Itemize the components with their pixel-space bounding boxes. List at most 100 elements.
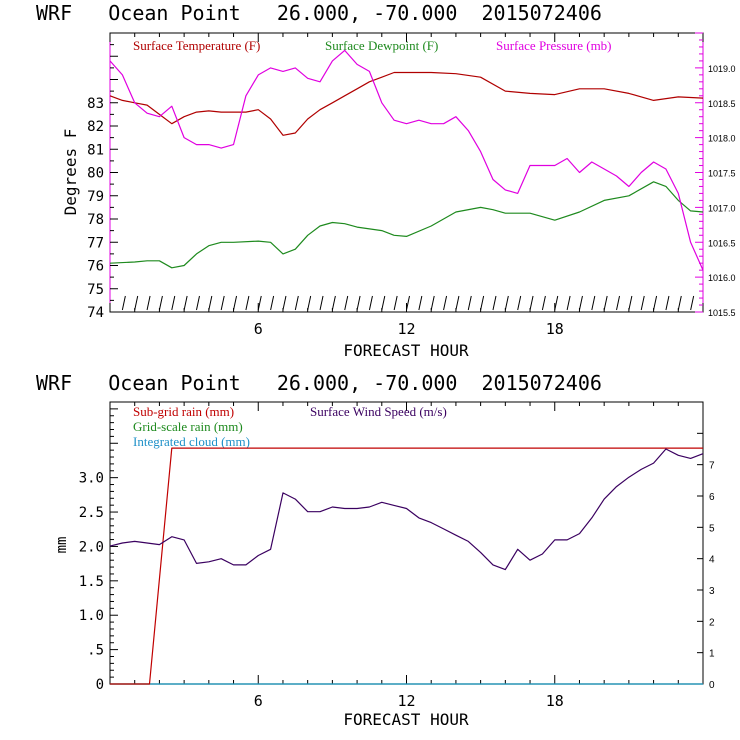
- bottom-y2-tick-label: 0: [709, 680, 715, 691]
- series-line-surface-temperature-f: [109, 71, 704, 136]
- legend-surface-wind-speed: Surface Wind Speed (m/s): [310, 404, 447, 419]
- top-x-axis-label: FORECAST HOUR: [343, 341, 469, 360]
- wind-barb: [566, 295, 571, 311]
- series-line-sub-grid-rain-mm: [110, 447, 703, 685]
- bottom-y2-tick-label: 1: [709, 649, 715, 660]
- top-y-tick-label: 76: [87, 259, 104, 275]
- top-x-tick-label: 6: [254, 320, 263, 338]
- bottom-y2-tick-label: 6: [709, 492, 715, 503]
- top-y2-tick-label: 1017.5: [708, 169, 736, 179]
- bottom-y-tick-label: 0: [96, 677, 104, 693]
- top-y-tick-label: 83: [87, 96, 104, 112]
- legend-subgrid-rain: Sub-grid rain (mm): [133, 404, 234, 419]
- wind-barb: [307, 295, 312, 311]
- bottom-y-axis-label: mm: [54, 537, 70, 554]
- top-y-tick-label: 78: [87, 212, 104, 228]
- bottom-y2-tick-label: 5: [709, 523, 715, 534]
- top-y-tick-label: 77: [87, 235, 104, 251]
- top-y2-tick-label: 1017.0: [708, 203, 736, 213]
- bottom-legend: Sub-grid rain (mm) Grid-scale rain (mm) …: [133, 404, 447, 449]
- wind-barb: [344, 295, 349, 311]
- wind-barb: [121, 295, 126, 311]
- wind-barb: [282, 295, 287, 311]
- wind-barb: [665, 295, 670, 311]
- top-x-tick-label: 18: [546, 320, 564, 338]
- top-legend: Surface Temperature (F) Surface Dewpoint…: [133, 38, 612, 53]
- wind-barb: [616, 295, 621, 311]
- wind-barb: [677, 295, 682, 311]
- wind-barb: [443, 295, 448, 311]
- temperature-panel: WRF Ocean Point 26.000, -70.000 20150724…: [36, 1, 736, 360]
- wind-barb: [220, 295, 225, 311]
- wind-barb: [480, 295, 485, 311]
- wind-barb: [257, 295, 262, 311]
- top-series-lines: [109, 49, 704, 271]
- bottom-y-tick-label: 3.0: [79, 471, 104, 487]
- bottom-y2-tick-label: 4: [709, 555, 715, 566]
- wind-barb: [430, 295, 435, 311]
- top-y2-tick-label: 1019.0: [708, 64, 736, 74]
- legend-surface-temperature: Surface Temperature (F): [133, 38, 260, 53]
- top-y-tick-label: 75: [87, 282, 104, 298]
- wind-barb: [171, 295, 176, 311]
- bottom-x-tick-label: 18: [546, 692, 564, 710]
- precipitation-panel: WRF Ocean Point 26.000, -70.000 20150724…: [36, 371, 715, 729]
- wind-barb: [628, 295, 633, 311]
- top-y2-tick-label: 1015.5: [708, 308, 736, 318]
- series-line-surface-dewpoint-f: [109, 181, 704, 269]
- wind-barb: [529, 295, 534, 311]
- legend-gridscale-rain: Grid-scale rain (mm): [133, 419, 243, 434]
- wind-barb-row: [121, 295, 695, 311]
- series-line-surface-pressure-mb: [109, 49, 704, 271]
- top-y-tick-label: 74: [87, 305, 104, 321]
- bottom-y-tick-label: 2.0: [79, 539, 104, 555]
- bottom-y-tick-label: 2.5: [79, 505, 104, 521]
- wind-barb: [467, 295, 472, 311]
- wind-barb: [418, 295, 423, 311]
- bottom-y2-tick-label: 3: [709, 586, 715, 597]
- top-x-tick-label: 12: [397, 320, 415, 338]
- wind-barb: [653, 295, 658, 311]
- wind-barb: [368, 295, 373, 311]
- wind-barb: [270, 295, 275, 311]
- wind-barb: [591, 295, 596, 311]
- wind-barb: [195, 295, 200, 311]
- wind-barb: [640, 295, 645, 311]
- top-y2-tick-label: 1016.0: [708, 273, 736, 283]
- top-axis-ticks: 6 12 18 74 75 76 77 78 79 80 81 82 83 1015.5 1016.0 101…: [87, 32, 736, 338]
- top-y-tick-label: 80: [87, 166, 104, 182]
- wind-barb: [134, 295, 139, 311]
- wind-barb: [603, 295, 608, 311]
- bottom-y-tick-label: 1.5: [79, 574, 104, 590]
- wind-barb: [245, 295, 250, 311]
- legend-integrated-cloud: Integrated cloud (mm): [133, 434, 250, 449]
- wind-barb: [578, 295, 583, 311]
- wind-barb: [492, 295, 497, 311]
- bottom-x-tick-label: 12: [397, 692, 415, 710]
- bottom-chart-title: WRF Ocean Point 26.000, -70.000 20150724…: [36, 371, 602, 395]
- bottom-series-lines: [109, 447, 704, 685]
- wind-barb: [158, 295, 163, 311]
- wind-barb: [183, 295, 188, 311]
- top-y-axis-label: Degrees F: [61, 129, 80, 216]
- wind-barb: [208, 295, 213, 311]
- wind-barb: [146, 295, 151, 311]
- wind-barb: [504, 295, 509, 311]
- wind-barb: [331, 295, 336, 311]
- wind-barb: [406, 295, 410, 311]
- top-y-tick-label: 81: [87, 142, 104, 158]
- wind-barb: [319, 295, 324, 311]
- bottom-y2-tick-label: 7: [709, 461, 715, 472]
- series-line-surface-wind-speed-m-s: [109, 448, 704, 571]
- bottom-x-tick-label: 6: [254, 692, 263, 710]
- top-y2-tick-label: 1018.0: [708, 134, 736, 144]
- wind-barb: [541, 295, 546, 311]
- wind-barb: [356, 295, 361, 311]
- legend-surface-dewpoint: Surface Dewpoint (F): [325, 38, 438, 53]
- top-y2-tick-label: 1016.5: [708, 238, 736, 248]
- top-y2-tick-label: 1018.5: [708, 99, 736, 109]
- wind-barb: [455, 295, 460, 311]
- wind-barb: [393, 295, 398, 311]
- bottom-y-tick-label: .5: [87, 643, 104, 659]
